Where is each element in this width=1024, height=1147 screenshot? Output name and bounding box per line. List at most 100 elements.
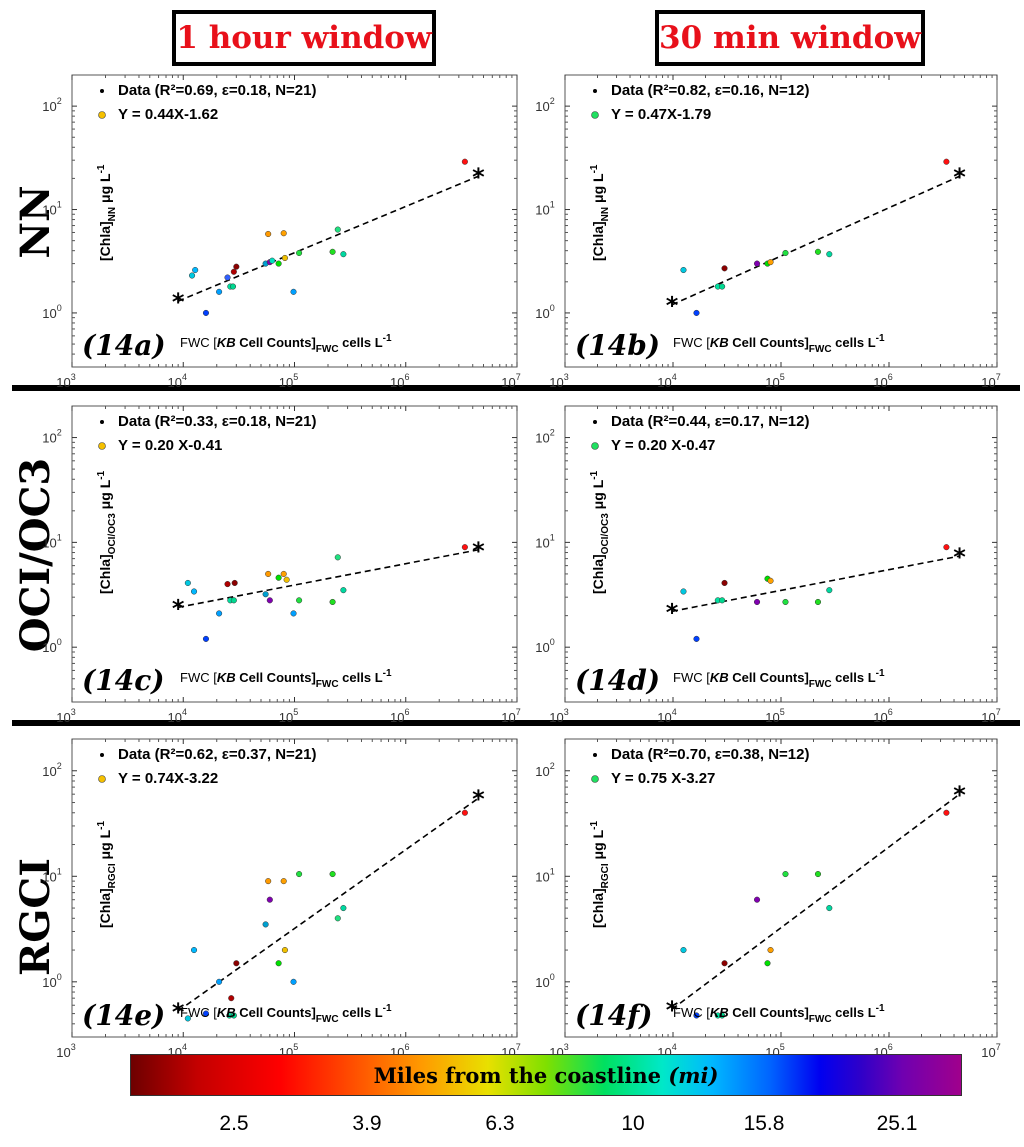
- plot-frame: [564, 405, 998, 703]
- x-axis-label: FWC [KB Cell Counts]FWC cells L-1: [180, 1003, 392, 1025]
- colorbar-unit: (mi): [668, 1062, 719, 1088]
- legend-data-label: Data (R²=0.82, ε=0.16, N=12): [611, 82, 809, 99]
- y-tick-label: 100: [535, 972, 554, 990]
- colorbar-tick: 25.1: [876, 1112, 918, 1135]
- separator-1: [12, 385, 1020, 391]
- data-point: [216, 610, 223, 617]
- legend-fit-marker: [98, 442, 106, 450]
- y-axis-label: [Chla]OCI/OC3 μg L-1: [96, 470, 118, 594]
- data-point: [693, 309, 700, 316]
- data-point: [233, 263, 240, 270]
- fit-endpoint-star: *: [953, 543, 966, 571]
- data-point: [290, 978, 297, 985]
- data-point: [753, 260, 761, 267]
- x-tick-label: 103: [56, 707, 75, 725]
- x-tick-label: 103: [56, 372, 75, 390]
- colorbar-tick: 6.3: [485, 1112, 515, 1135]
- data-point: [265, 878, 272, 885]
- fit-endpoint-star: *: [666, 292, 679, 320]
- y-tick-label: 102: [42, 96, 61, 114]
- colorbar-title-text: Miles from the coastline: [373, 1062, 662, 1088]
- x-tick-label: 107: [981, 1042, 1000, 1060]
- data-point: [693, 635, 700, 642]
- data-point: [190, 588, 198, 595]
- header-30-min-window: 30 min window: [655, 10, 925, 66]
- colorbar-gradient: [130, 1054, 962, 1096]
- colorbar-tick: 3.9: [352, 1112, 382, 1135]
- data-point: [767, 947, 774, 954]
- legend-fit-label: Y = 0.74X-3.22: [118, 770, 218, 787]
- data-point: [296, 597, 303, 604]
- x-tick-label: 103: [549, 372, 568, 390]
- data-point: [230, 1012, 237, 1019]
- y-tick-label: 102: [535, 96, 554, 114]
- x-tick-label: 104: [657, 372, 676, 390]
- plot-frame: [71, 74, 518, 368]
- panel-label: (14d): [575, 664, 660, 697]
- separator-2: [12, 720, 1020, 726]
- fit-endpoint-star: *: [172, 998, 185, 1026]
- data-point: [461, 809, 468, 816]
- data-point: [265, 230, 272, 238]
- data-point: [826, 587, 833, 594]
- plot-frame: [564, 74, 998, 368]
- data-point: [275, 574, 282, 581]
- data-point: [275, 960, 282, 967]
- fit-endpoint-star: *: [666, 996, 679, 1024]
- colorbar-tick: 15.8: [743, 1112, 785, 1135]
- header-1-hour-window: 1 hour window: [172, 10, 436, 66]
- data-point: [184, 579, 191, 587]
- data-point: [283, 576, 290, 583]
- y-tick-label: 101: [42, 200, 61, 218]
- data-point: [782, 871, 789, 878]
- legend-data-label: Data (R²=0.70, ε=0.38, N=12): [611, 746, 809, 763]
- data-point: [280, 878, 287, 885]
- data-point: [224, 581, 231, 588]
- legend-fit-marker: [98, 111, 106, 119]
- y-tick-label: 101: [42, 532, 61, 550]
- data-point: [340, 251, 347, 258]
- data-point: [184, 1015, 191, 1022]
- legend-data-marker: [100, 89, 104, 93]
- data-point: [290, 288, 297, 295]
- legend-fit-label: Y = 0.20 X-0.47: [611, 437, 715, 454]
- y-tick-label: 100: [42, 637, 61, 655]
- data-point: [943, 809, 950, 816]
- colorbar-title: Miles from the coastline (mi): [130, 1054, 962, 1096]
- data-point: [334, 915, 341, 922]
- data-point: [275, 260, 282, 267]
- data-point: [190, 947, 198, 954]
- data-point: [266, 597, 273, 604]
- legend-data-marker: [100, 420, 104, 424]
- legend-fit-label: Y = 0.44X-1.62: [118, 106, 218, 123]
- x-axis-label: FWC [KB Cell Counts]FWC cells L-1: [673, 333, 885, 355]
- x-tick-label: 107: [501, 707, 520, 725]
- data-point: [767, 259, 774, 266]
- plot-frame: [564, 738, 998, 1038]
- y-tick-label: 101: [535, 200, 554, 218]
- y-tick-label: 100: [535, 637, 554, 655]
- panel-label: (14a): [82, 329, 166, 362]
- data-point: [764, 960, 771, 967]
- fit-endpoint-star: *: [472, 537, 485, 565]
- panel-14c: 103 104 105 106 107 100 101 102 Data (R²=0.33, ε…: [42, 405, 521, 725]
- plot-frame: [71, 738, 518, 1038]
- panel-14d: 103 104 105 106 107 100 101 102 Data (R²=0.44, ε…: [535, 405, 1001, 725]
- plot-frame: [71, 405, 518, 703]
- y-tick-label: 100: [42, 972, 61, 990]
- legend-fit-marker: [98, 775, 106, 783]
- y-tick-label: 102: [535, 428, 554, 446]
- fit-line: [178, 548, 479, 609]
- legend-data-marker: [100, 753, 104, 757]
- data-point: [680, 947, 687, 954]
- legend-fit-label: Y = 0.20 X-0.41: [118, 437, 222, 454]
- x-tick-label: 105: [765, 372, 784, 390]
- panel-label: (14f): [575, 999, 653, 1032]
- colorbar-tick: 2.5: [219, 1112, 249, 1135]
- panel-label: (14c): [82, 664, 165, 697]
- y-tick-label: 101: [42, 866, 61, 884]
- data-point: [329, 871, 336, 878]
- x-tick-label: 106: [873, 372, 892, 390]
- data-point: [334, 226, 341, 233]
